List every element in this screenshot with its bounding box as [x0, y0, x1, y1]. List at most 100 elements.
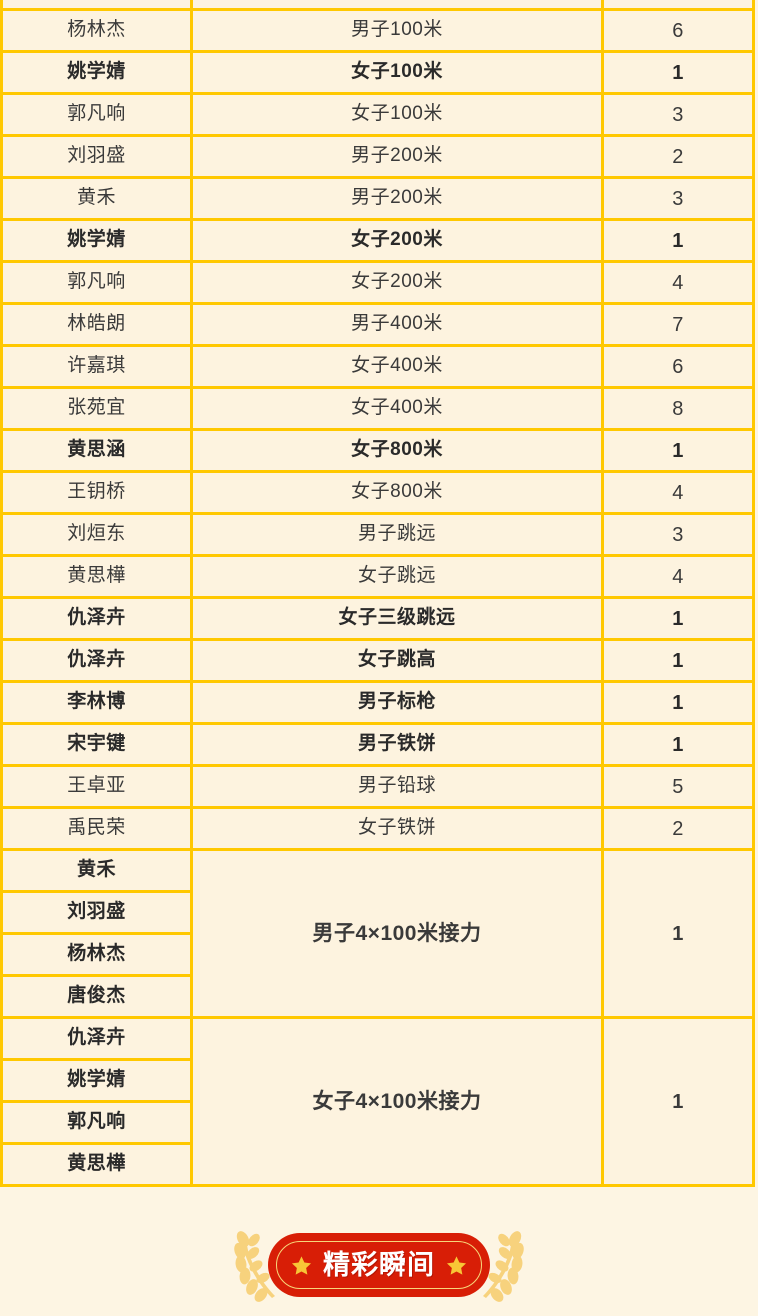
- table-row: 仇泽卉 女子跳高 1: [0, 638, 755, 683]
- athlete-name-cell: 刘羽盛: [0, 890, 193, 935]
- rank-cell: 1: [601, 218, 755, 263]
- athlete-name-cell: 刘羽盛: [0, 134, 193, 179]
- event-name-cell: 男子铁饼: [190, 722, 604, 767]
- event-name-cell: 女子800米: [190, 470, 604, 515]
- athlete-name-cell: 姚学婧: [0, 1058, 193, 1103]
- rank-cell: 3: [601, 512, 755, 557]
- table-row: 李林博 男子标枪 1: [0, 680, 755, 725]
- rank-cell: 1: [601, 428, 755, 473]
- highlights-banner-label: 精彩瞬间: [323, 1249, 435, 1280]
- event-name-cell: 男子200米: [190, 176, 604, 221]
- rank-cell: 3: [601, 176, 755, 221]
- event-name-cell: 女子800米: [190, 428, 604, 473]
- table-row: 仇泽卉 女子三级跳远 1: [0, 596, 755, 641]
- rank-cell: 4: [601, 260, 755, 305]
- athlete-name-cell: 姚学婧: [0, 218, 193, 263]
- relay-event-cell: 女子4×100米接力: [190, 1016, 604, 1187]
- athlete-name-cell: 黄禾: [0, 176, 193, 221]
- athlete-name-cell: 黄思涵: [0, 428, 193, 473]
- athlete-name-cell: 郭凡响: [0, 260, 193, 305]
- athlete-name-cell: 杨林杰: [0, 8, 193, 53]
- table-row: 黄思涵 女子800米 1: [0, 428, 755, 473]
- athlete-name-cell: 黄思樺: [0, 554, 193, 599]
- relay-table-row: 黄思樺: [0, 1142, 754, 1187]
- rank-cell: 4: [601, 554, 755, 599]
- results-table-container: 刘羽盛男子100米4杨林杰男子100米6姚学婧女子100米1郭凡响女子100米3…: [0, 0, 755, 1187]
- table-row: 许嘉琪 女子400米 6: [0, 344, 755, 389]
- event-name-cell: 男子跳远: [190, 512, 604, 557]
- athlete-name-cell: 刘烜东: [0, 512, 193, 557]
- rank-cell: 7: [601, 302, 755, 347]
- table-row: 王钥桥 女子800米 4: [0, 470, 755, 515]
- athlete-name-cell: 王卓亚: [0, 764, 193, 809]
- event-name-cell: 男子100米: [190, 0, 604, 11]
- event-name-cell: 女子200米: [190, 218, 604, 263]
- relay-table-row: 唐俊杰: [0, 974, 754, 1019]
- athlete-name-cell: 郭凡响: [0, 92, 193, 137]
- event-name-cell: 女子跳远: [190, 554, 604, 599]
- athlete-name-cell: 李林博: [0, 680, 193, 725]
- relay-rank-cell: 1: [601, 848, 755, 1019]
- rank-cell: 1: [601, 680, 755, 725]
- rank-cell: 1: [601, 596, 755, 641]
- event-name-cell: 男子铅球: [190, 764, 604, 809]
- athlete-name-cell: 禹民荣: [0, 806, 193, 851]
- athlete-name-cell: 王钥桥: [0, 470, 193, 515]
- rank-cell: 2: [601, 134, 755, 179]
- rank-cell: 6: [601, 344, 755, 389]
- athlete-name-cell: 唐俊杰: [0, 974, 193, 1019]
- table-row: 林皓朗 男子400米 7: [0, 302, 755, 347]
- athlete-name-cell: 杨林杰: [0, 932, 193, 977]
- relay-table-row: 郭凡响: [0, 1100, 754, 1145]
- athlete-name-cell: 许嘉琪: [0, 344, 193, 389]
- athlete-name-cell: 姚学婧: [0, 50, 193, 95]
- event-name-cell: 男子200米: [190, 134, 604, 179]
- athlete-name-cell: 刘羽盛: [0, 0, 193, 11]
- table-row: 姚学婧 女子200米 1: [0, 218, 755, 263]
- table-row: 刘羽盛男子100米4: [0, 0, 755, 11]
- rank-cell: 1: [601, 722, 755, 767]
- table-row: 禹民荣 女子铁饼 2: [0, 806, 755, 851]
- results-table-body: 刘羽盛男子100米4杨林杰男子100米6姚学婧女子100米1郭凡响女子100米3…: [0, 0, 755, 1187]
- event-name-cell: 男子标枪: [190, 680, 604, 725]
- athlete-name-cell: 仇泽卉: [0, 596, 193, 641]
- relay-table-row: 刘羽盛: [0, 890, 754, 935]
- table-row: 宋宇键 男子铁饼 1: [0, 722, 755, 767]
- relay-table-row: 黄禾 男子4×100米接力 1: [0, 848, 755, 1019]
- athlete-name-cell: 黄禾: [0, 848, 193, 893]
- athlete-name-cell: 宋宇键: [0, 722, 193, 767]
- athlete-name-cell: 张苑宜: [0, 386, 193, 431]
- table-row: 黄禾 男子200米 3: [0, 176, 755, 221]
- rank-cell: 8: [601, 386, 755, 431]
- relay-table-row: 杨林杰: [0, 932, 754, 977]
- results-table: 刘羽盛男子100米4杨林杰男子100米6姚学婧女子100米1郭凡响女子100米3…: [0, 0, 755, 1187]
- relay-event-cell: 男子4×100米接力: [190, 848, 604, 1019]
- athlete-name-cell: 黄思樺: [0, 1142, 193, 1187]
- star-icon: [446, 1255, 467, 1275]
- event-name-cell: 女子100米: [190, 92, 604, 137]
- rank-cell: 1: [601, 50, 755, 95]
- relay-rank-cell: 1: [601, 1016, 755, 1187]
- rank-cell: 3: [601, 92, 755, 137]
- event-name-cell: 女子400米: [190, 386, 604, 431]
- relay-table-row: 姚学婧: [0, 1058, 754, 1103]
- event-name-cell: 男子400米: [190, 302, 604, 347]
- rank-cell: 4: [601, 0, 755, 11]
- highlights-banner-inner: 精彩瞬间: [231, 1222, 527, 1308]
- event-name-cell: 女子跳高: [190, 638, 604, 683]
- table-row: 黄思樺 女子跳远 4: [0, 554, 755, 599]
- table-row: 刘羽盛 男子200米 2: [0, 134, 755, 179]
- highlights-pill[interactable]: 精彩瞬间: [271, 1236, 487, 1294]
- relay-table-row: 仇泽卉 女子4×100米接力 1: [0, 1016, 755, 1187]
- table-row: 杨林杰 男子100米 6: [0, 8, 755, 53]
- event-name-cell: 女子200米: [190, 260, 604, 305]
- table-row: 郭凡响 女子200米 4: [0, 260, 755, 305]
- table-row: 郭凡响 女子100米 3: [0, 92, 755, 137]
- rank-cell: 5: [601, 764, 755, 809]
- table-row: 姚学婧 女子100米 1: [0, 50, 755, 95]
- rank-cell: 1: [601, 638, 755, 683]
- laurel-branch-icon: [483, 1231, 524, 1302]
- athlete-name-cell: 郭凡响: [0, 1100, 193, 1145]
- event-name-cell: 女子100米: [190, 50, 604, 95]
